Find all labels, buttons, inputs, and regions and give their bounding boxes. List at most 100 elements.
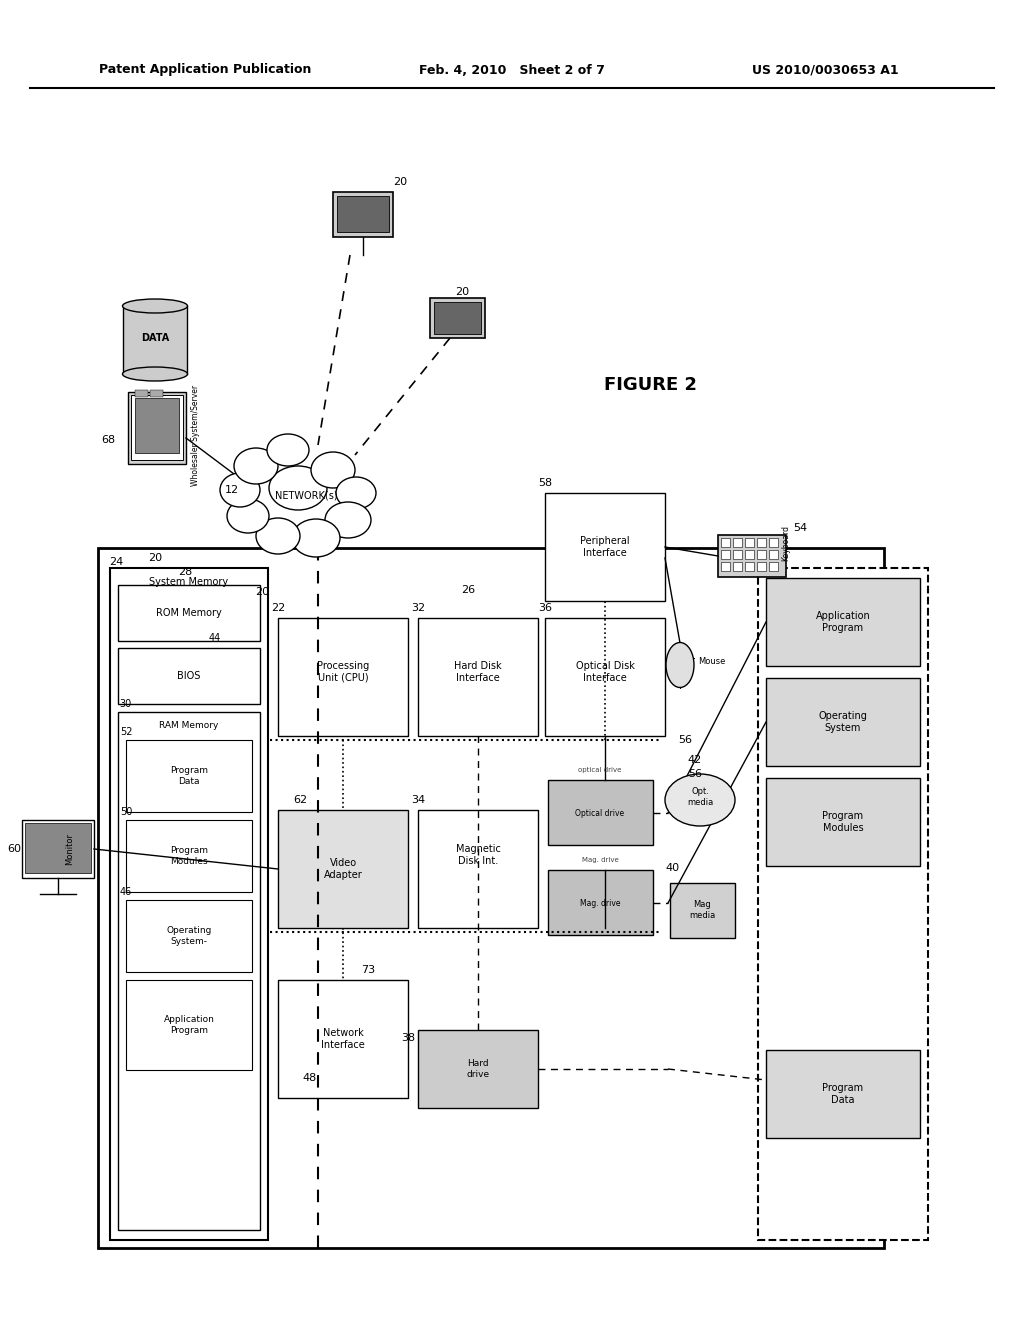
Text: Program
Data: Program Data bbox=[170, 767, 208, 785]
Bar bbox=[718, 535, 786, 577]
Text: 58: 58 bbox=[538, 478, 552, 488]
Bar bbox=[769, 550, 778, 558]
Ellipse shape bbox=[123, 300, 187, 313]
Bar bbox=[766, 777, 920, 866]
Ellipse shape bbox=[336, 477, 376, 510]
Bar bbox=[434, 302, 481, 334]
Ellipse shape bbox=[665, 774, 735, 826]
Text: 36: 36 bbox=[538, 603, 552, 612]
Text: 20: 20 bbox=[147, 553, 162, 564]
Bar bbox=[126, 820, 252, 892]
Text: Peripheral
Interface: Peripheral Interface bbox=[581, 536, 630, 558]
Text: 73: 73 bbox=[360, 965, 375, 975]
Bar bbox=[545, 492, 665, 601]
Text: Video
Adapter: Video Adapter bbox=[324, 858, 362, 880]
Bar bbox=[758, 568, 928, 1239]
Text: Program
Modules: Program Modules bbox=[822, 812, 863, 833]
Text: Hard
drive: Hard drive bbox=[467, 1059, 489, 1078]
Text: Processing
Unit (CPU): Processing Unit (CPU) bbox=[316, 661, 369, 682]
Bar bbox=[337, 195, 389, 232]
Text: 40: 40 bbox=[665, 863, 679, 873]
Bar bbox=[733, 562, 742, 572]
Text: 20: 20 bbox=[393, 177, 408, 187]
Text: Patent Application Publication: Patent Application Publication bbox=[98, 63, 311, 77]
Text: 62: 62 bbox=[293, 795, 307, 805]
Bar bbox=[123, 306, 188, 374]
Bar bbox=[745, 550, 754, 558]
Text: Optical Disk
Interface: Optical Disk Interface bbox=[575, 661, 635, 682]
Text: Monitor: Monitor bbox=[66, 833, 75, 865]
Ellipse shape bbox=[227, 499, 269, 533]
Bar bbox=[150, 389, 163, 397]
Ellipse shape bbox=[267, 434, 309, 466]
Text: 56: 56 bbox=[678, 735, 692, 744]
Text: 44: 44 bbox=[209, 634, 221, 643]
Bar bbox=[98, 548, 884, 1247]
Ellipse shape bbox=[325, 502, 371, 539]
Text: BIOS: BIOS bbox=[177, 671, 201, 681]
Bar bbox=[135, 399, 179, 453]
Text: Optical drive: Optical drive bbox=[575, 808, 625, 817]
Bar bbox=[278, 618, 408, 737]
Text: Operating
System: Operating System bbox=[818, 711, 867, 733]
Text: Mouse: Mouse bbox=[698, 657, 726, 667]
Text: 12: 12 bbox=[225, 484, 239, 495]
Text: 48: 48 bbox=[303, 1073, 317, 1082]
Bar bbox=[25, 822, 91, 873]
Bar bbox=[670, 883, 735, 939]
Text: 32: 32 bbox=[411, 603, 425, 612]
Text: DATA: DATA bbox=[141, 333, 169, 343]
Text: 20: 20 bbox=[455, 286, 469, 297]
Ellipse shape bbox=[292, 519, 340, 557]
Text: FIGURE 2: FIGURE 2 bbox=[603, 376, 696, 393]
Text: Keyboard: Keyboard bbox=[781, 525, 791, 561]
Text: 50: 50 bbox=[120, 807, 132, 817]
Text: optical drive: optical drive bbox=[579, 767, 622, 774]
Bar bbox=[128, 392, 186, 465]
Bar bbox=[126, 900, 252, 972]
Bar bbox=[733, 539, 742, 546]
Bar bbox=[548, 870, 653, 935]
Bar bbox=[766, 1049, 920, 1138]
Text: 68: 68 bbox=[101, 436, 115, 445]
Ellipse shape bbox=[234, 447, 278, 484]
Bar bbox=[769, 539, 778, 546]
Text: Hard Disk
Interface: Hard Disk Interface bbox=[455, 661, 502, 682]
Ellipse shape bbox=[311, 451, 355, 488]
Text: Application
Program: Application Program bbox=[164, 1015, 214, 1035]
Bar bbox=[118, 585, 260, 642]
Text: 20: 20 bbox=[255, 587, 269, 597]
Text: Feb. 4, 2010   Sheet 2 of 7: Feb. 4, 2010 Sheet 2 of 7 bbox=[419, 63, 605, 77]
Text: Operating
System-: Operating System- bbox=[166, 927, 212, 945]
Text: Mag. drive: Mag. drive bbox=[580, 899, 621, 908]
Bar bbox=[766, 678, 920, 766]
Text: 22: 22 bbox=[271, 603, 285, 612]
Bar bbox=[721, 562, 730, 572]
Text: Magnetic
Disk Int.: Magnetic Disk Int. bbox=[456, 845, 501, 866]
Bar bbox=[418, 618, 538, 737]
Bar bbox=[430, 298, 485, 338]
Bar bbox=[131, 395, 183, 459]
Text: 60: 60 bbox=[7, 843, 22, 854]
Ellipse shape bbox=[220, 473, 260, 507]
Text: 54: 54 bbox=[793, 523, 807, 533]
Bar bbox=[418, 1030, 538, 1107]
Ellipse shape bbox=[256, 517, 300, 554]
Text: 28: 28 bbox=[178, 568, 193, 577]
Bar bbox=[733, 550, 742, 558]
Bar bbox=[745, 562, 754, 572]
Bar bbox=[769, 562, 778, 572]
Bar bbox=[278, 979, 408, 1098]
Bar bbox=[548, 780, 653, 845]
Text: 46: 46 bbox=[120, 887, 132, 898]
Text: Program
Data: Program Data bbox=[822, 1084, 863, 1105]
Bar bbox=[766, 578, 920, 667]
Text: Application
Program: Application Program bbox=[816, 611, 870, 632]
Bar bbox=[745, 539, 754, 546]
Bar bbox=[22, 820, 94, 878]
Text: 56: 56 bbox=[688, 770, 702, 779]
Bar bbox=[118, 711, 260, 1230]
Text: Mag. drive: Mag. drive bbox=[582, 857, 618, 863]
Text: 42: 42 bbox=[688, 755, 702, 766]
Text: 24: 24 bbox=[109, 557, 123, 568]
